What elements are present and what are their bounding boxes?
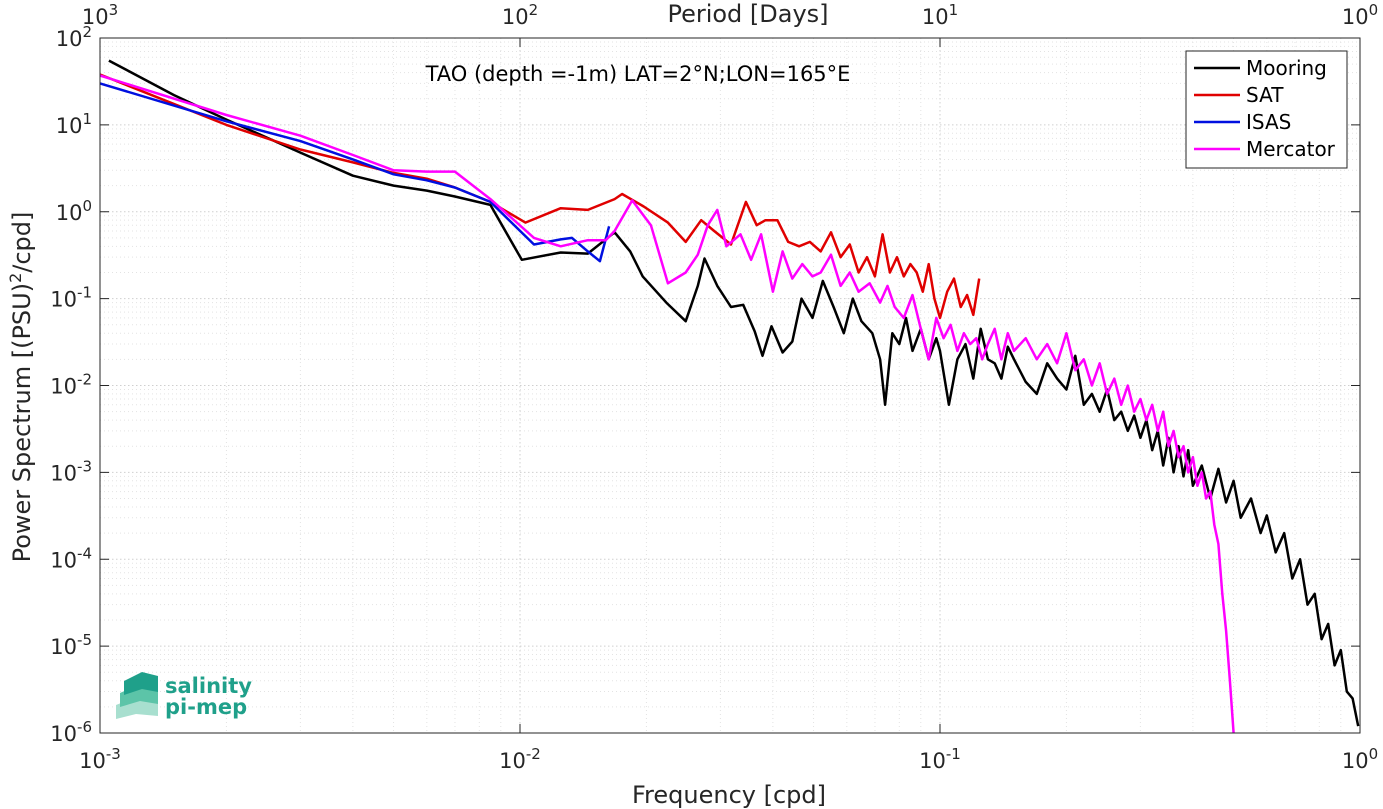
y-tick-label: 10-1 [50,284,92,312]
y-axis-title-sup: 2 [6,273,25,283]
x-tick-label: 10-2 [499,745,541,773]
top-tick-label: 100 [1342,1,1378,29]
y-tick-label-base: 10 [50,548,77,572]
logo-text-salinity: salinity [165,674,252,698]
x-tick-label-base: 10 [499,749,526,773]
y-tick-label: 10-5 [50,631,92,659]
top-tick-label-base: 10 [502,5,529,29]
y-tick-label-base: 10 [50,635,77,659]
legend: Mooring SAT ISAS Mercator [1185,50,1348,169]
y-tick-label: 100 [56,197,92,225]
y-tick-label-exponent: -6 [77,718,92,736]
y-tick-label-base: 10 [56,27,83,51]
y-tick-label: 10-3 [50,457,92,485]
top-tick-label: 101 [922,1,958,29]
top-tick-label: 102 [502,1,538,29]
x-tick-label-base: 10 [79,749,106,773]
x-tick-label: 10-3 [79,745,121,773]
legend-label-mooring: Mooring [1246,56,1327,80]
x-tick-label: 10-1 [919,745,961,773]
x-tick-label-base: 10 [919,749,946,773]
x-tick-label: 100 [1342,745,1378,773]
y-tick-label-exponent: 1 [82,110,92,128]
y-tick-label-base: 10 [50,722,77,746]
y-tick-label-exponent: -4 [77,544,92,562]
x-tick-label-exponent: -2 [526,745,541,763]
series-line-mooring [108,59,1360,727]
top-tick-label-exponent: 2 [529,1,539,19]
top-tick-label-base: 10 [922,5,949,29]
y-tick-label-base: 10 [50,375,77,399]
logo-text-pimep: pi-mep [165,695,247,719]
logo-wave-dark [124,672,158,695]
x-tick-label-base: 10 [1342,749,1369,773]
top-tick-label: 103 [82,1,118,29]
y-tick-label-exponent: -3 [77,457,92,475]
y-tick-label: 101 [56,110,92,138]
axis-ticks [99,37,1361,734]
x-tick-label-exponent: 0 [1369,745,1379,763]
series-line-mercator [99,74,1235,734]
y-tick-label: 10-2 [50,371,92,399]
y-tick-label-exponent: -5 [77,631,92,649]
y-tick-label: 102 [56,23,92,51]
top-tick-label-exponent: 3 [109,1,119,19]
legend-label-isas: ISAS [1246,110,1291,134]
x-tick-label-exponent: -3 [106,745,121,763]
legend-label-sat: SAT [1246,83,1284,107]
tick-labels: 10-3 10-2 10-1 10010210110010-110-210-310-4… [50,1,1378,773]
top-axis-title: Period [Days] [667,0,828,28]
y-axis-title: Power Spectrum [(PSU)2/cpd] [6,212,36,563]
series-lines [99,59,1360,734]
series-line-isas [99,82,611,263]
y-axis-title-pre: Power Spectrum [(PSU) [8,283,36,562]
top-tick-label-exponent: 0 [1369,1,1379,19]
y-tick-label: 10-6 [50,718,92,746]
top-tick-label-base: 10 [82,5,109,29]
y-tick-label-exponent: 0 [82,197,92,215]
top-tick-label-exponent: 1 [949,1,959,19]
y-tick-label-base: 10 [50,288,77,312]
y-axis-title-post: /cpd] [8,212,36,273]
x-tick-label-exponent: -1 [946,745,961,763]
y-tick-label-base: 10 [50,461,77,485]
y-tick-label-exponent: -2 [77,371,92,389]
series-line-sat [99,73,981,320]
y-tick-label-exponent: -1 [77,284,92,302]
chart-annotation: TAO (depth =-1m) LAT=2°N;LON=165°E [425,62,851,86]
y-tick-label-base: 10 [56,114,83,138]
y-tick-label: 10-4 [50,544,92,572]
y-tick-label-base: 10 [56,201,83,225]
x-axis-title: Frequency [cpd] [632,781,826,809]
y-tick-label-exponent: 2 [82,23,92,41]
top-tick-label-base: 10 [1342,5,1369,29]
legend-label-mercator: Mercator [1246,137,1336,161]
